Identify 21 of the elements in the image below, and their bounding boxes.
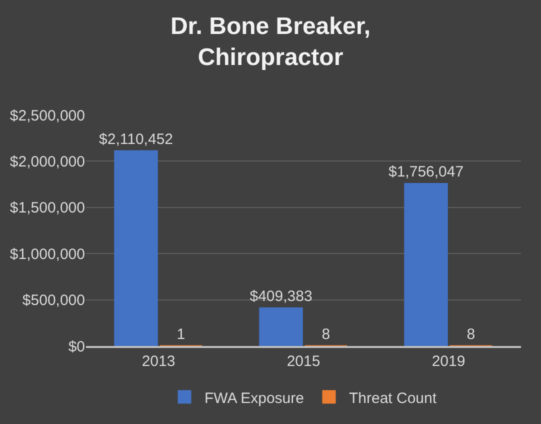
y-tick-label: $0 [68,338,85,356]
y-tick-label: $1,500,000 [10,200,85,217]
data-label: $2,110,452 [99,130,174,148]
y-tick-label: $1,000,000 [10,246,85,263]
bar [114,150,158,346]
y-tick-label: $2,500,000 [10,107,85,124]
data-label: $409,383 [250,288,312,306]
legend-label: Threat Count [348,390,438,407]
x-tick-label: 2019 [432,353,466,370]
bar [259,307,303,346]
bar [404,182,448,346]
x-tick-label: 2015 [286,353,320,370]
y-tick-label: $500,000 [22,292,85,310]
data-label: 8 [466,326,476,343]
chart-title: Dr. Bone Breaker, Chiropractor [170,12,371,72]
data-label: $1,756,047 [388,164,464,181]
y-tick-label: $2,000,000 [10,153,85,170]
x-tick-label: 2013 [142,353,176,370]
data-label: 1 [176,326,186,343]
legend-label: FWA Exposure [204,390,304,407]
data-label: 8 [322,326,330,343]
